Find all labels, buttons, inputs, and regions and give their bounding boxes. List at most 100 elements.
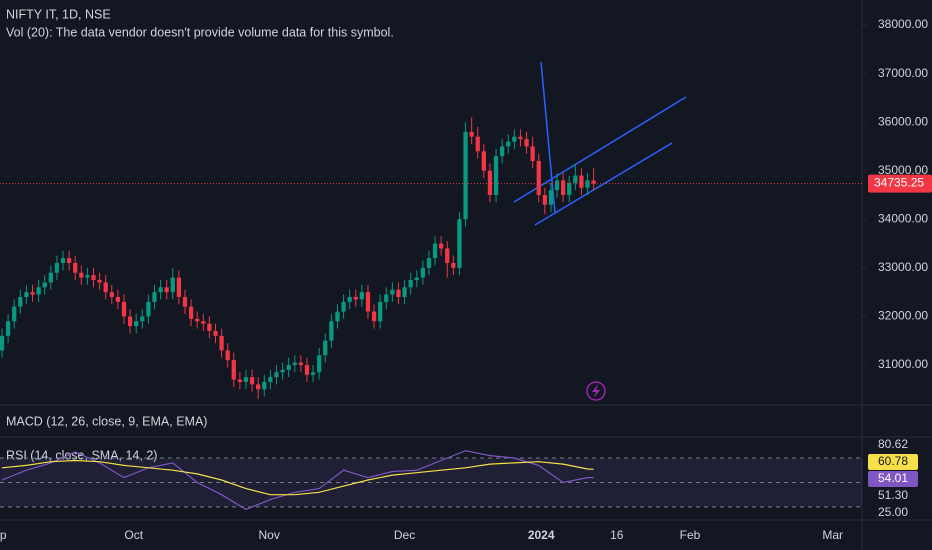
candle-body [109,292,114,297]
y-tick-label: 38000.00 [878,17,928,31]
candle-body [292,362,297,365]
candle-body [439,243,444,249]
candle-body [493,156,499,195]
candle-body [396,289,401,297]
rsi-value-label: 54.01 [878,471,908,485]
event-icon[interactable] [586,381,606,401]
candle-body [36,287,41,295]
candle-body [280,369,285,373]
candle-body [432,243,438,259]
candle-body [201,321,206,324]
candle-body [365,292,371,312]
candle-body [445,248,450,263]
candle-body [182,296,188,307]
candle-body [0,335,5,351]
candle-body [317,355,322,373]
rsi-tick-label: 25.00 [878,505,908,519]
rsi-value-label: 60.78 [878,454,908,468]
candle-body [121,301,127,317]
candle-body [30,292,35,295]
candle-body [140,316,145,322]
chart-title: NIFTY IT, 1D, NSE [6,7,111,21]
candle-body [213,330,218,336]
candle-body [152,292,157,302]
candle-body [73,262,78,273]
candle-body [231,360,236,380]
y-tick-label: 35000.00 [878,163,928,177]
channel-line[interactable] [513,96,687,203]
x-tick-label: Feb [680,528,701,542]
x-tick-label: Nov [258,528,279,542]
candle-body [378,301,383,322]
candle-body [262,381,267,390]
event-circle [586,381,606,401]
candle-body [384,294,389,302]
candle-body [146,301,151,317]
candle-body [561,180,566,195]
y-tick-label: 31000.00 [878,357,928,371]
candle-body [579,175,584,188]
candle-body [243,377,249,382]
event-bolt [592,384,600,398]
y-tick-label: 34000.00 [878,211,928,225]
candle-body [85,275,90,278]
x-tick-label: Oct [124,528,143,542]
candle-body [127,316,133,327]
candle-body [256,384,261,390]
candle-body [18,296,23,307]
candle-body [304,364,310,375]
candle-body [97,279,102,283]
y-tick-label: 33000.00 [878,260,928,274]
y-tick-label: 32000.00 [878,309,928,323]
candle-body [500,146,505,157]
x-tick-label: Mar [822,528,843,542]
candle-body [512,136,517,142]
candle-body [115,296,121,302]
candle-body [176,277,182,297]
candle-body [554,180,560,191]
candle-body [347,296,352,302]
candle-body [24,292,29,297]
candle-body [79,272,84,278]
candle-body [42,282,47,288]
candle-body [548,190,554,205]
candle-body [591,180,596,184]
candle-body [371,311,377,322]
last-price-label: 34735.25 [874,176,924,190]
candle-body [225,350,230,361]
candle-body [414,277,419,280]
y-tick-label: 37000.00 [878,66,928,80]
candle-body [506,141,511,147]
rsi-line [1,450,594,511]
candle-body [481,151,486,171]
candle-body [329,321,334,341]
rsi-tick-label: 51.30 [878,488,908,502]
candle-body [585,180,590,188]
candle-body [524,139,529,147]
candle-body [359,292,365,300]
candle-body [530,146,535,161]
rsi-band [0,458,862,507]
rsi-tick-label: 80.62 [878,437,908,451]
candle-body [170,277,175,293]
candle-body [268,377,273,382]
candle-body [54,262,60,273]
candle-body [48,272,53,283]
trend-line[interactable] [540,61,556,214]
x-tick-label: Dec [394,528,415,542]
candle-body [310,372,316,375]
candle-body [518,136,523,140]
candle-body [341,301,346,312]
candle-body [463,131,468,220]
chart-subtitle: Vol (20): The data vendor doesn't provid… [6,25,394,39]
candle-body [5,321,11,336]
candle-body [134,321,139,327]
candle-body [457,219,462,268]
candle-body [573,175,578,183]
candle-body [103,282,108,293]
candle-body [426,258,432,268]
candle-body [469,131,474,137]
candle-body [487,170,493,195]
candle-body [353,296,358,300]
